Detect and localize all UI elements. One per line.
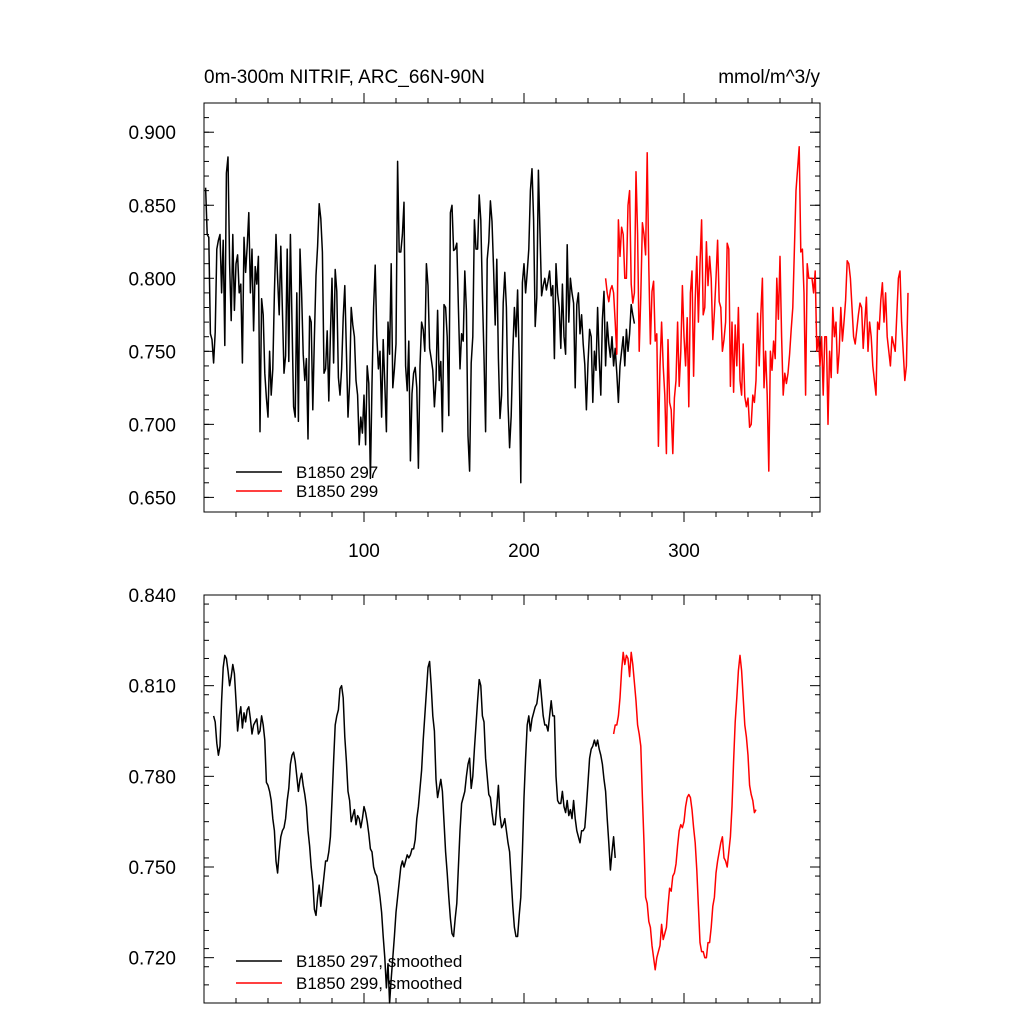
series-line-1 (204, 156, 636, 484)
y-tick-label: 0.810 (128, 677, 176, 698)
y-tick-label: 0.720 (128, 949, 176, 970)
bottom-series-lines (212, 651, 757, 1004)
top-series-lines (204, 146, 909, 484)
bottom-plot-frame (203, 594, 821, 1004)
y-tick-label: 0.900 (128, 123, 176, 144)
y-tick-label: 0.780 (128, 767, 176, 788)
x-tick-label: 200 (508, 541, 540, 562)
top-legend-label-series-2: B1850 299 (296, 482, 378, 501)
bottom-panel: 0.720 0.750 0.780 0.810 0.840 B1850 297, smo… (128, 586, 821, 1004)
series-line-2 (612, 651, 757, 971)
bottom-legend-label-series-1: B1850 297, smoothed (296, 952, 462, 971)
x-tick-label: 300 (668, 541, 700, 562)
top-chart-title: 0m-300m NITRIF, ARC_66N-90N (204, 67, 485, 88)
top-legend: B1850 297 B1850 299 (236, 463, 378, 501)
bottom-legend-label-series-2: B1850 299, smoothed (296, 974, 462, 993)
y-tick-label: 0.650 (128, 488, 176, 509)
y-tick-label: 0.750 (128, 342, 176, 363)
x-tick-label: 100 (348, 541, 380, 562)
bottom-legend: B1850 297, smoothed B1850 299, smoothed (236, 952, 462, 993)
y-tick-label: 0.840 (128, 586, 176, 607)
top-legend-label-series-1: B1850 297 (296, 463, 378, 482)
bottom-axis-ticks: 0.720 0.750 0.780 0.810 0.840 (128, 586, 820, 1004)
y-tick-label: 0.800 (128, 269, 176, 290)
y-tick-label: 0.850 (128, 196, 176, 217)
series-line-2 (604, 146, 909, 472)
y-tick-label: 0.750 (128, 858, 176, 879)
y-tick-label: 0.700 (128, 415, 176, 436)
top-axis-ticks: 0.650 0.700 0.750 0.800 0.850 0.900 100 200 300 (128, 93, 820, 562)
top-chart-units: mmol/m^3/y (718, 67, 820, 88)
top-panel: 0m-300m NITRIF, ARC_66N-90N mmol/m^3/y 0… (128, 67, 909, 562)
series-line-1 (212, 654, 616, 1004)
